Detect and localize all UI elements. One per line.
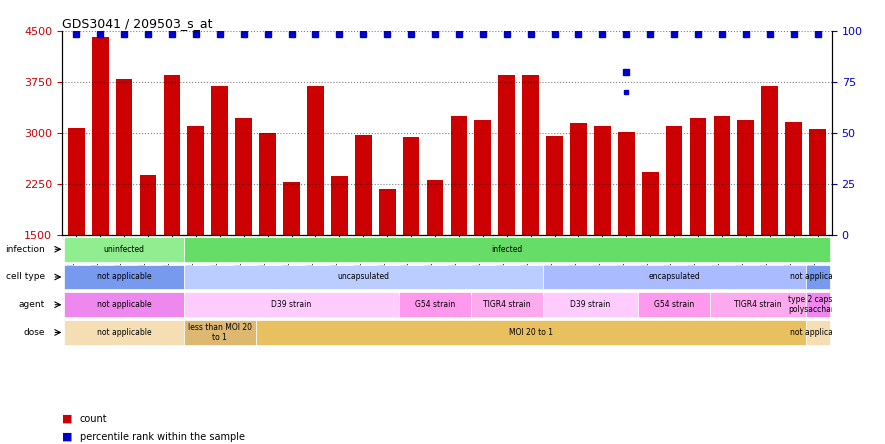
Bar	[594, 127, 611, 235]
Text: ■: ■	[62, 414, 73, 424]
Bar	[116, 79, 133, 235]
Bar	[307, 86, 324, 235]
Bar	[331, 176, 348, 235]
Bar	[68, 128, 85, 235]
Bar	[785, 123, 802, 235]
Bar	[259, 133, 276, 235]
Bar	[498, 75, 515, 235]
Bar	[235, 118, 252, 235]
Bar	[737, 119, 754, 235]
FancyBboxPatch shape	[805, 320, 829, 345]
Bar	[618, 132, 635, 235]
FancyBboxPatch shape	[399, 292, 471, 317]
Bar	[188, 127, 204, 235]
Text: D39 strain: D39 strain	[570, 300, 611, 309]
FancyBboxPatch shape	[543, 265, 805, 289]
FancyBboxPatch shape	[184, 237, 829, 262]
Bar	[713, 116, 730, 235]
Text: not applicable: not applicable	[96, 328, 151, 337]
FancyBboxPatch shape	[543, 292, 638, 317]
Bar	[427, 180, 443, 235]
Text: encapsulated: encapsulated	[648, 273, 700, 281]
Bar	[474, 119, 491, 235]
Bar	[92, 36, 109, 235]
FancyBboxPatch shape	[805, 292, 829, 317]
Text: MOI 20 to 1: MOI 20 to 1	[509, 328, 552, 337]
Text: uncapsulated: uncapsulated	[337, 273, 389, 281]
Bar	[570, 123, 587, 235]
Text: infection: infection	[5, 245, 45, 254]
Bar	[212, 86, 228, 235]
FancyBboxPatch shape	[710, 292, 805, 317]
Text: GDS3041 / 209503_s_at: GDS3041 / 209503_s_at	[62, 17, 212, 30]
Text: G54 strain: G54 strain	[654, 300, 694, 309]
Text: not applicable: not applicable	[790, 328, 845, 337]
Text: uninfected: uninfected	[104, 245, 144, 254]
Bar	[450, 116, 467, 235]
Text: not applicable: not applicable	[96, 300, 151, 309]
FancyBboxPatch shape	[184, 320, 256, 345]
Bar	[689, 118, 706, 235]
Text: not applicable: not applicable	[790, 273, 845, 281]
Bar	[164, 75, 181, 235]
Text: TIGR4 strain: TIGR4 strain	[734, 300, 781, 309]
Text: not applicable: not applicable	[96, 273, 151, 281]
Text: count: count	[80, 414, 107, 424]
Text: infected: infected	[491, 245, 522, 254]
Bar	[355, 135, 372, 235]
Text: cell type: cell type	[6, 273, 45, 281]
Text: less than MOI 20
to 1: less than MOI 20 to 1	[188, 323, 251, 342]
Bar	[379, 189, 396, 235]
Bar	[666, 127, 682, 235]
FancyBboxPatch shape	[65, 320, 184, 345]
FancyBboxPatch shape	[805, 265, 829, 289]
Text: dose: dose	[24, 328, 45, 337]
Bar	[642, 172, 658, 235]
Text: type 2 capsular
polysaccharide: type 2 capsular polysaccharide	[788, 295, 847, 314]
Text: D39 strain: D39 strain	[272, 300, 312, 309]
Text: G54 strain: G54 strain	[415, 300, 455, 309]
Bar	[140, 175, 157, 235]
Bar	[283, 182, 300, 235]
Text: agent: agent	[19, 300, 45, 309]
Text: percentile rank within the sample: percentile rank within the sample	[80, 432, 244, 442]
FancyBboxPatch shape	[65, 292, 184, 317]
FancyBboxPatch shape	[184, 292, 399, 317]
FancyBboxPatch shape	[256, 320, 805, 345]
Bar	[546, 136, 563, 235]
Bar	[403, 137, 419, 235]
Text: TIGR4 strain: TIGR4 strain	[483, 300, 530, 309]
Bar	[522, 75, 539, 235]
FancyBboxPatch shape	[65, 237, 184, 262]
FancyBboxPatch shape	[65, 265, 184, 289]
FancyBboxPatch shape	[471, 292, 543, 317]
Text: ■: ■	[62, 432, 73, 442]
Bar	[761, 86, 778, 235]
FancyBboxPatch shape	[184, 265, 543, 289]
Bar	[809, 129, 826, 235]
FancyBboxPatch shape	[638, 292, 710, 317]
